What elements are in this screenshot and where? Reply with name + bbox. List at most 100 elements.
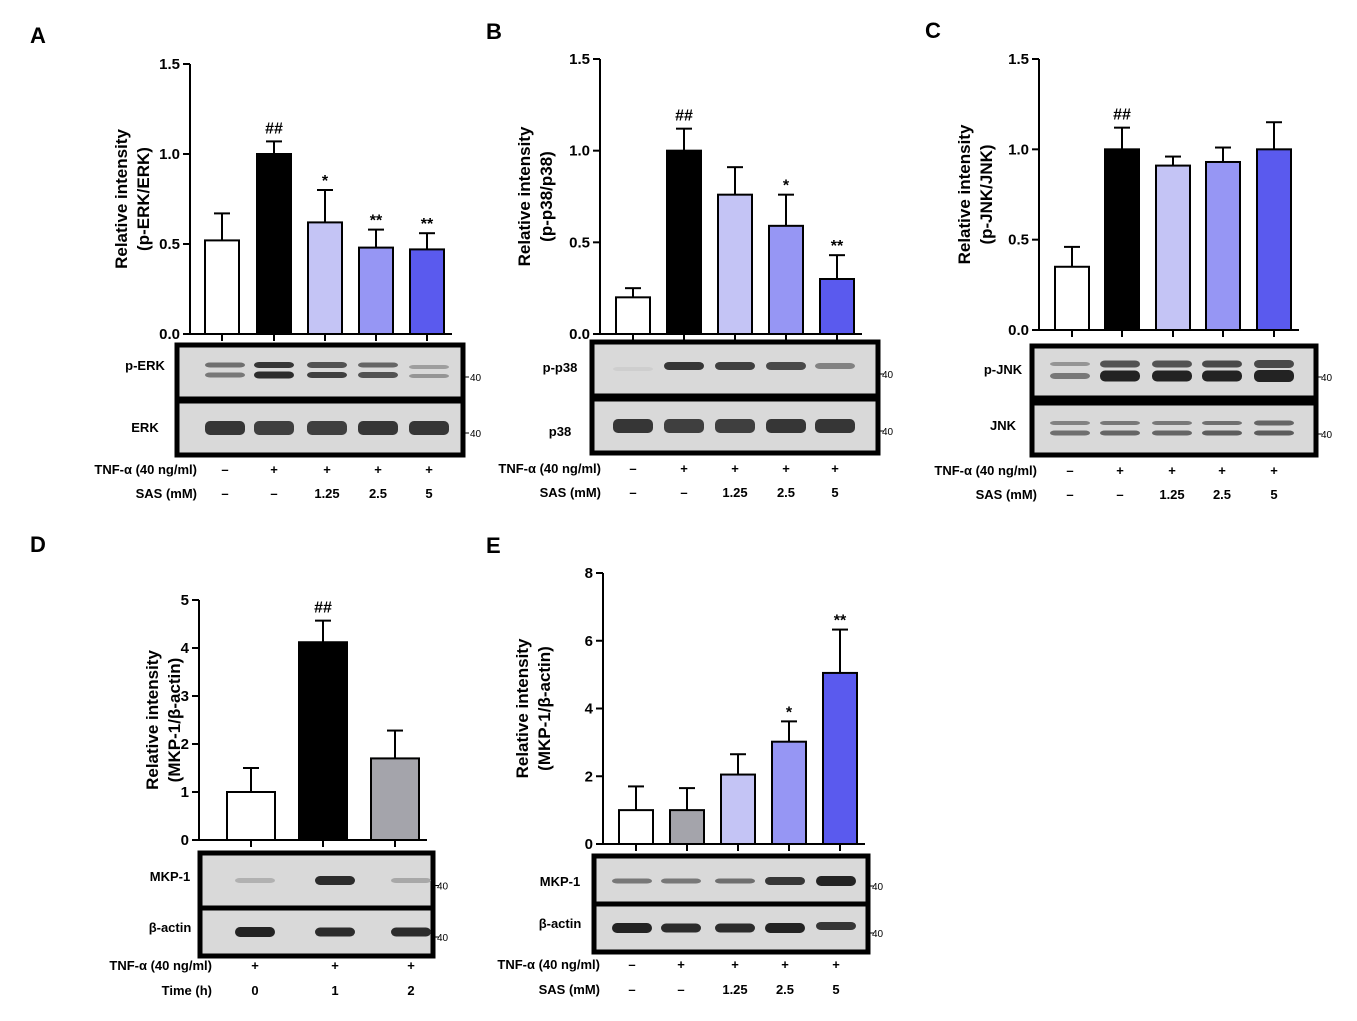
y-tick-label: 0 [585,836,593,853]
significance-mark: ## [1113,107,1131,124]
y-tick-label: 3 [181,688,189,705]
blot-band [1254,370,1294,382]
blot-label: p38 [549,424,571,439]
blot-band [613,419,653,433]
condition-value: – [221,462,228,477]
mw-marker-label: 40 [1321,430,1333,441]
blot-label: ERK [131,420,159,435]
significance-mark: ** [834,613,847,630]
blot-band [766,419,806,433]
panel-c: C 0.0 0.5 1.0 1.5 Relative intensity (p-JNK/JN… [925,18,1333,502]
blot-band [307,421,347,435]
mw-marker-label: 40 [882,370,894,381]
blot-band [235,878,275,883]
blot-band [1152,421,1192,425]
blot-label: β-actin [539,916,582,931]
blot-mkp-1 [591,853,871,909]
condition-value: – [677,982,684,997]
blot-mkp-1 [197,850,436,911]
bar [669,809,705,845]
blot-band [664,419,704,433]
significance-mark: ** [421,216,434,233]
condition-value: 2.5 [776,982,794,997]
y-tick-label: 0.5 [1008,232,1029,249]
condition-value: 5 [425,486,432,501]
condition-value: – [628,957,635,972]
blot-band [1100,370,1140,382]
condition-value: + [374,462,382,477]
blot-band [409,365,449,369]
condition-value: + [407,958,415,973]
y-axis-label: Relative intensity (p-p38/p38) [515,126,556,266]
condition-value: 2.5 [1213,487,1231,502]
mw-marker-label: 40 [437,882,449,893]
bar [1054,265,1090,331]
blot-band [1050,421,1090,425]
bar [1256,148,1292,331]
blot-band [1254,420,1294,426]
significance-mark: * [322,173,329,190]
significance-mark: ## [675,108,693,125]
condition-value: + [1270,463,1278,478]
significance-mark: * [786,704,793,721]
condition-value: + [677,957,685,972]
blot-band [254,421,294,435]
panel-letter: B [486,19,502,44]
condition-value: 5 [831,485,838,500]
significance-mark: ## [265,120,283,137]
condition-value: 2 [407,983,414,998]
condition-value: + [831,461,839,476]
blot-band [815,363,855,369]
blot-band [1100,430,1140,436]
blot--actin [591,901,871,955]
condition-value: – [270,486,277,501]
significance-mark: ## [314,600,332,617]
bar [615,296,651,336]
blot-band [358,372,398,378]
blot-band [661,878,701,884]
y-tick-label: 1.5 [159,56,180,73]
bar [819,278,855,335]
mw-marker-label: 40 [872,882,884,893]
blot-band [307,362,347,368]
bar [717,193,753,335]
blot-band [205,421,245,435]
condition-value: + [251,958,259,973]
blot-band [358,362,398,368]
condition-value: + [1168,463,1176,478]
y-tick-label: 1.0 [159,146,180,163]
panel-letter: C [925,18,941,43]
y-label-line-2: (p-p38/p38) [537,151,556,242]
blot-p-erk [174,342,466,402]
y-tick-label: 0.5 [159,236,180,253]
bar [256,153,292,335]
blot-band [816,922,856,930]
y-axis-label: Relative intensity (MKP-1/β-actin) [513,638,554,778]
condition-value: 1 [331,983,338,998]
y-axis-label: Relative intensity (p-ERK/ERK) [112,129,153,269]
condition-label: SAS (mM) [539,982,600,997]
condition-value: + [731,461,739,476]
blot-band [815,419,855,433]
bar [307,221,343,335]
condition-value: + [425,462,433,477]
y-tick-label: 0.0 [1008,322,1029,339]
y-tick-label: 4 [181,640,190,657]
bar [771,740,807,846]
condition-value: 2.5 [777,485,795,500]
panel-d: D 0 1 2 3 4 5 Relative intensity (MKP-1/β-actin)… [30,532,449,998]
blot-label: β-actin [149,920,192,935]
condition-value: + [832,957,840,972]
y-label-line-1: Relative intensity [143,650,162,790]
blot-frame [174,342,466,402]
blot-jnk [1029,400,1319,458]
blot-band [391,878,431,883]
y-tick-label: 2 [585,768,593,785]
y-tick-label: 0.5 [569,234,590,251]
blot-band [1050,430,1090,436]
condition-value: + [323,462,331,477]
bar [666,149,702,335]
condition-value: + [1218,463,1226,478]
bar [1155,164,1191,331]
